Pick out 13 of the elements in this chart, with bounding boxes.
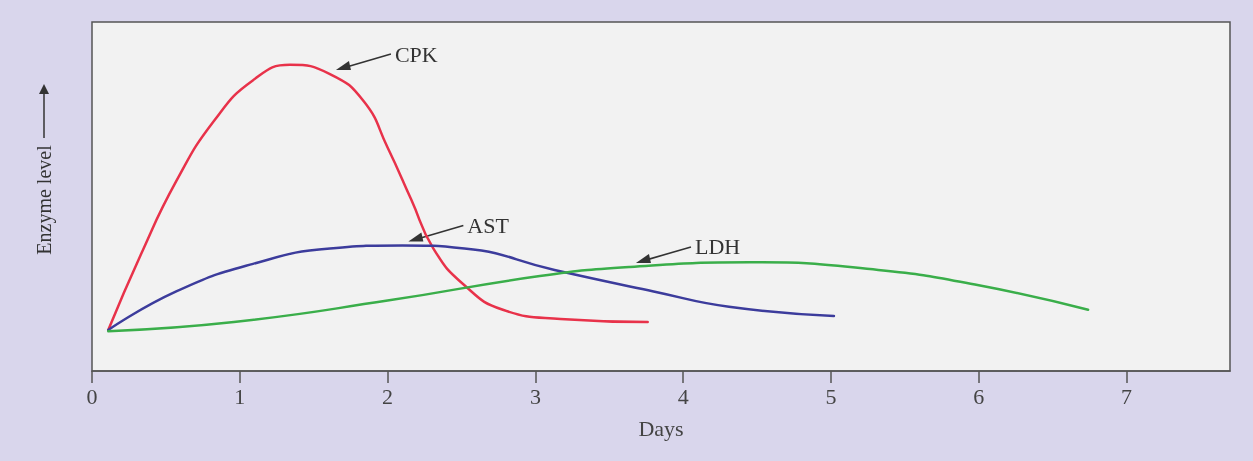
series-label: AST bbox=[467, 212, 510, 238]
x-tick-label: 3 bbox=[529, 383, 541, 409]
x-tick-label: 7 bbox=[1121, 383, 1133, 409]
x-tick-label: 2 bbox=[382, 383, 394, 409]
y-axis-title: Enzyme level bbox=[33, 144, 56, 255]
x-axis-title: Days bbox=[638, 415, 684, 441]
x-tick-label: 0 bbox=[86, 383, 98, 409]
x-tick-label: 4 bbox=[677, 383, 689, 409]
x-tick-label: 1 bbox=[234, 383, 246, 409]
series-label: LDH bbox=[694, 234, 741, 260]
x-tick-label: 5 bbox=[825, 383, 837, 409]
text: CPK bbox=[394, 41, 438, 67]
x-tick-label: 6 bbox=[973, 383, 985, 409]
